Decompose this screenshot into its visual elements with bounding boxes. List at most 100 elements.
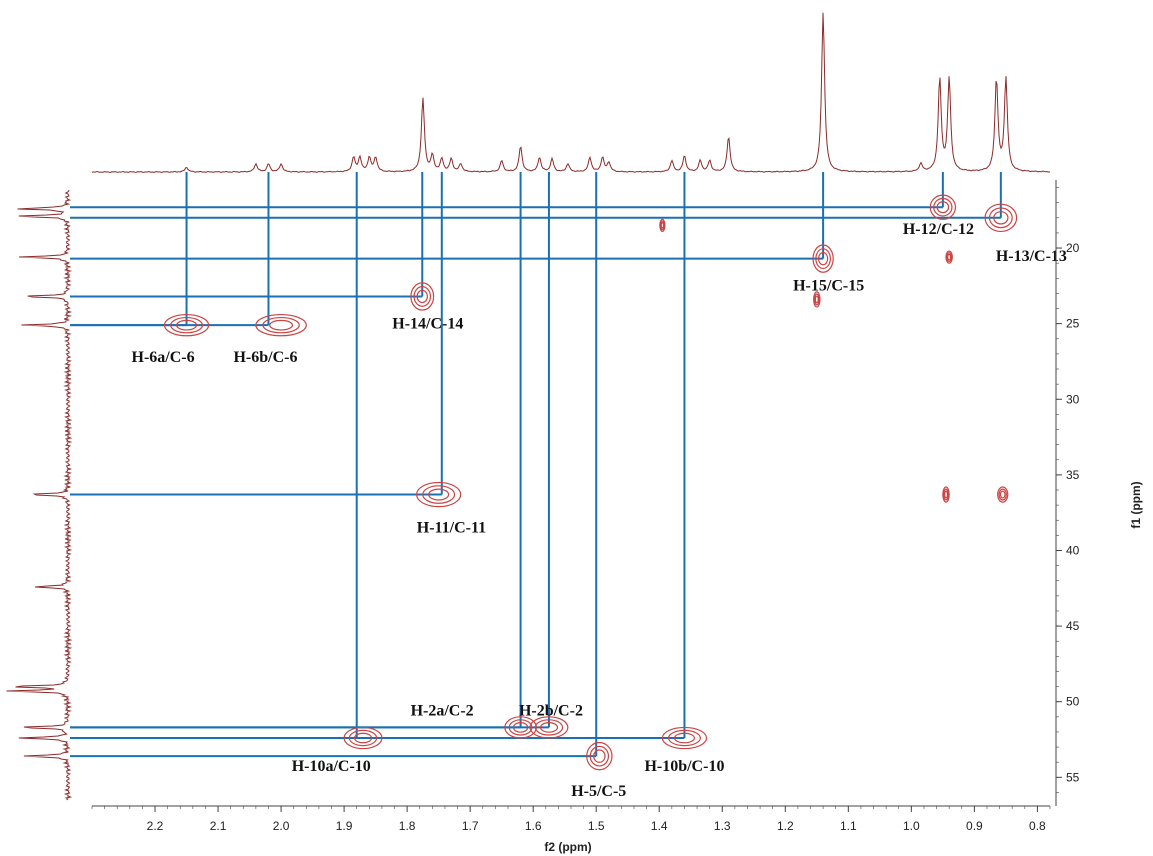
cross-peak [529,716,569,739]
contour-ring [997,486,1009,503]
x-tick-label: 1.7 [462,819,479,833]
contour-ring [529,716,569,739]
contour-ring [998,488,1007,501]
assignment-label: H-13/C-13 [996,248,1067,265]
contour-ring [353,732,373,744]
cross-peak [942,486,950,503]
contour-ring [945,250,953,264]
assignment-label: H-12/C-12 [903,221,974,238]
contour-ring [988,207,1013,229]
contour-ring [947,253,952,261]
x-tick-label: 1.9 [336,819,353,833]
contour-ring [589,745,610,767]
cross-peak [659,218,666,233]
x-tick-label: 1.3 [714,819,731,833]
x-tick-label: 1.2 [777,819,794,833]
cross-peak [984,203,1018,233]
cross-peak [504,716,537,739]
assignment-label: H-2a/C-2 [411,702,474,719]
assignment-labels: H-12/C-12 H-13/C-13 H-15/C-15 H-14/C-14 H-6a… [132,221,1067,800]
contour-ring [593,749,606,763]
assignment-label: H-6a/C-6 [132,349,195,366]
cross-peak [255,313,307,337]
contour-ring [673,732,695,744]
cross-peak [343,726,383,750]
cross-peak [410,282,435,311]
cross-peak [661,726,708,750]
contour-ring [659,218,666,233]
contour-ring [817,251,829,266]
contour-ring [813,293,820,306]
cross-peak [945,250,953,264]
contour-ring [659,220,665,231]
contour-ring [814,295,819,304]
assignment-label: H-11/C-11 [417,520,486,537]
contour-ring [422,485,456,504]
cross-peak [415,481,462,508]
cross-peak [812,244,834,273]
f2-axis: 2.2 2.1 2.0 1.9 1.8 1.7 1.6 1.5 1.4 1.3 1.2 1.1 1.0 0… [91,805,1051,833]
contour-ring [262,316,300,334]
contour-ring [415,481,462,508]
y-tick-label: 35 [1066,468,1080,482]
contour-ring [946,252,953,263]
contour-ring [269,319,294,331]
cross-peak [163,313,210,337]
x-tick-label: 2.0 [273,819,290,833]
correlation-lines [70,172,1002,758]
contour-ring [428,488,450,501]
contour-ring [343,726,383,750]
contour-ring [539,722,559,733]
x-tick-label: 0.8 [1029,819,1046,833]
x-tick-label: 1.5 [588,819,605,833]
cross-peak [586,741,613,771]
y-tick-label: 55 [1066,770,1080,784]
contour-ring [661,726,708,750]
assignment-label: H-2b/C-2 [519,702,583,719]
assignment-label: H-10a/C-10 [292,758,371,775]
x-tick-label: 1.0 [903,819,920,833]
contour-ring [586,741,613,771]
y-tick-label: 25 [1066,317,1080,331]
assignment-label: H-5/C-5 [571,783,626,800]
y-tick-label: 50 [1066,695,1080,709]
contour-ring [416,289,428,304]
contour-ring [933,197,953,217]
contour-ring [504,716,537,739]
contour-ring [812,244,834,273]
proton-trace-path [91,12,1051,174]
x-tick-label: 2.1 [210,819,227,833]
contour-ring [413,286,432,307]
contour-ring [660,222,665,229]
assignment-label: H-10b/C-10 [644,758,724,775]
y-tick-label: 40 [1066,543,1080,557]
contour-ring [929,194,957,220]
y-axis-title: f1 (ppm) [1129,481,1143,528]
contour-ring [176,319,198,331]
contour-ring [667,729,701,747]
contour-ring [943,488,949,501]
contour-ring [512,722,529,733]
x-tick-label: 2.2 [147,819,164,833]
carbon-1d-spectrum [6,189,73,801]
x-tick-label: 0.9 [966,819,983,833]
contour-ring [999,490,1006,499]
contour-ring [410,282,435,311]
contour-ring [348,729,378,747]
assignment-label: H-6b/C-6 [233,349,297,366]
f1-axis: 20 25 30 35 40 45 50 55 [1055,180,1080,806]
x-axis-title: f2 (ppm) [544,840,591,854]
contour-ring [508,719,533,736]
x-tick-label: 1.1 [840,819,857,833]
cross-peak [997,486,1009,503]
x-tick-label: 1.4 [651,819,668,833]
y-tick-label: 45 [1066,619,1080,633]
carbon-trace-path [6,189,73,801]
y-tick-label: 30 [1066,392,1080,406]
contour-ring [942,486,950,503]
contour-ring [815,248,831,270]
x-tick-label: 1.8 [399,819,416,833]
contour-ring [534,719,564,736]
contour-ring [170,316,204,334]
